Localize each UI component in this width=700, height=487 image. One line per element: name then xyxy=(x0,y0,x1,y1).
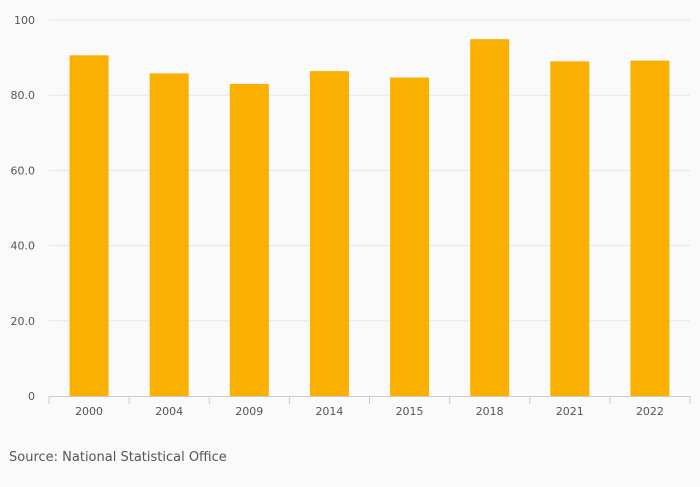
y-tick-label: 60.0 xyxy=(11,164,36,177)
bar xyxy=(630,60,670,396)
y-tick-label: 80.0 xyxy=(11,89,36,102)
x-tick-label: 2004 xyxy=(155,405,183,418)
x-tick-label: 2018 xyxy=(476,405,504,418)
x-tick-label: 2014 xyxy=(315,405,343,418)
source-note: Source: National Statistical Office xyxy=(9,450,227,465)
bar xyxy=(470,39,510,397)
y-tick-label: 40.0 xyxy=(11,240,36,253)
y-tick-label: 0 xyxy=(28,390,35,403)
x-tick-label: 2015 xyxy=(396,405,424,418)
bar xyxy=(550,61,590,397)
y-tick-label: 20.0 xyxy=(11,315,36,328)
bar xyxy=(69,55,109,397)
bar xyxy=(309,71,349,397)
bar xyxy=(149,73,189,396)
x-tick-label: 2000 xyxy=(75,405,103,418)
y-tick-label: 100 xyxy=(14,14,35,27)
x-tick-label: 2021 xyxy=(556,405,584,418)
x-tick-label: 2022 xyxy=(636,405,664,418)
bar xyxy=(229,83,269,397)
bar xyxy=(390,77,430,396)
x-tick-label: 2009 xyxy=(235,405,263,418)
